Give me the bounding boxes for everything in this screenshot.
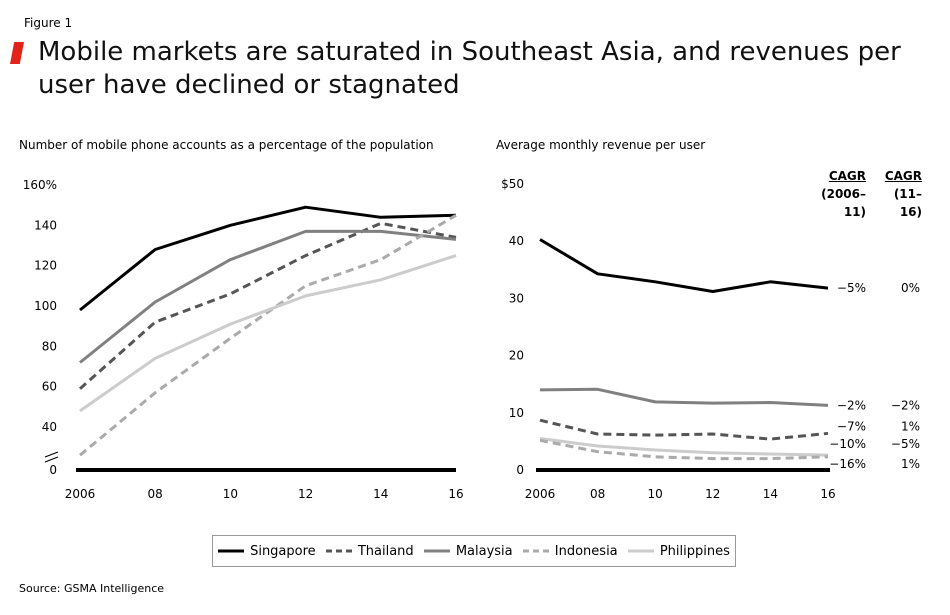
right-y-tick-label: 40: [509, 234, 524, 248]
left-x-tick-label: 16: [448, 487, 463, 501]
cagr-header-period: (11–16): [893, 187, 922, 219]
legend-item-singapore: Singapore: [218, 544, 316, 559]
right-y-tick-label: 20: [509, 349, 524, 363]
cagr-value-2006-11: −10%: [829, 437, 866, 451]
cagr-value-11-16: 1%: [901, 419, 920, 433]
right-series-philippines: [539, 437, 829, 457]
right-y-tick-label: 0: [516, 463, 524, 477]
cagr-value-2006-11: −16%: [829, 457, 866, 471]
legend-label: Singapore: [250, 543, 316, 559]
accent-mark: [10, 42, 24, 64]
legend-label: Malaysia: [455, 543, 513, 559]
cagr-header-2006-11: CAGR (2006–11): [810, 167, 866, 221]
left-series-indonesia: [79, 214, 457, 457]
right-y-tick-label: 30: [509, 291, 524, 305]
legend-label: Philippines: [659, 543, 730, 559]
cagr-value-2006-11: −5%: [837, 281, 866, 295]
right-x-tick-label: 2006: [525, 487, 556, 501]
left-y-tick-label: 40: [42, 420, 57, 434]
right-series-thailand: [539, 418, 829, 441]
legend-item-indonesia: Indonesia: [522, 543, 618, 559]
left-y-tick-label: 120: [34, 259, 57, 273]
cagr-value-2006-11: −2%: [837, 398, 866, 412]
cagr-value-11-16: −5%: [891, 437, 920, 451]
right-x-tick-label: 10: [648, 487, 663, 501]
legend: Singapore Thailand Malaysia Indonesia Ph…: [212, 535, 736, 567]
figure-label: Figure 1: [24, 16, 73, 30]
legend-item-philippines: Philippines: [627, 543, 730, 559]
legend-swatch: [325, 549, 352, 553]
legend-item-thailand: Thailand: [325, 543, 414, 559]
left-x-tick-label: 14: [373, 487, 388, 501]
left-series-malaysia: [79, 229, 457, 364]
source-note: Source: GSMA Intelligence: [19, 582, 165, 595]
right-x-tick-label: 14: [763, 487, 778, 501]
left-series-thailand: [79, 221, 457, 390]
left-y-tick-label: 0: [49, 463, 57, 477]
left-y-tick-label: 60: [42, 380, 57, 394]
right-y-tick-label: $50: [501, 177, 524, 191]
cagr-value-11-16: 1%: [901, 457, 920, 471]
cagr-header-label: CAGR: [828, 169, 866, 183]
left-x-tick-label: 2006: [65, 487, 96, 501]
cagr-header-label: CAGR: [884, 169, 922, 183]
left-series-philippines: [79, 254, 457, 413]
left-series-singapore: [79, 205, 457, 312]
legend-swatch: [522, 549, 549, 553]
right-series-indonesia: [539, 438, 829, 461]
cagr-header-11-16: CAGR (11–16): [872, 167, 922, 221]
legend-swatch: [423, 549, 450, 553]
cagr-value-2006-11: −7%: [837, 419, 866, 433]
right-x-tick-label: 16: [820, 487, 835, 501]
chart-title: Mobile markets are saturated in Southeas…: [38, 37, 901, 100]
legend-swatch: [627, 549, 654, 553]
cagr-value-11-16: −2%: [891, 398, 920, 412]
cagr-value-11-16: 0%: [901, 281, 920, 295]
right-y-tick-label: 10: [509, 406, 524, 420]
right-x-tick-label: 08: [590, 487, 605, 501]
left-y-tick-label: 140: [34, 218, 57, 232]
left-x-tick-label: 12: [298, 487, 313, 501]
right-series-singapore: [539, 238, 829, 293]
left-x-tick-label: 10: [223, 487, 238, 501]
cagr-header-period: (2006–11): [821, 187, 866, 219]
legend-item-malaysia: Malaysia: [423, 543, 513, 559]
left-y-tick-label: 160%: [23, 178, 57, 192]
left-x-tick-label: 08: [148, 487, 163, 501]
legend-swatch: [218, 549, 245, 553]
left-y-tick-label: 80: [42, 339, 57, 353]
right-series-malaysia: [539, 387, 829, 407]
left-y-tick-label: 100: [34, 299, 57, 313]
legend-label: Thailand: [357, 543, 414, 559]
left-chart-subtitle: Number of mobile phone accounts as a per…: [19, 138, 434, 152]
right-x-tick-label: 12: [705, 487, 720, 501]
legend-label: Indonesia: [554, 543, 618, 559]
right-chart-subtitle: Average monthly revenue per user: [496, 138, 706, 152]
axis-break-mark: [44, 456, 59, 463]
axis-break-mark: [44, 451, 59, 458]
